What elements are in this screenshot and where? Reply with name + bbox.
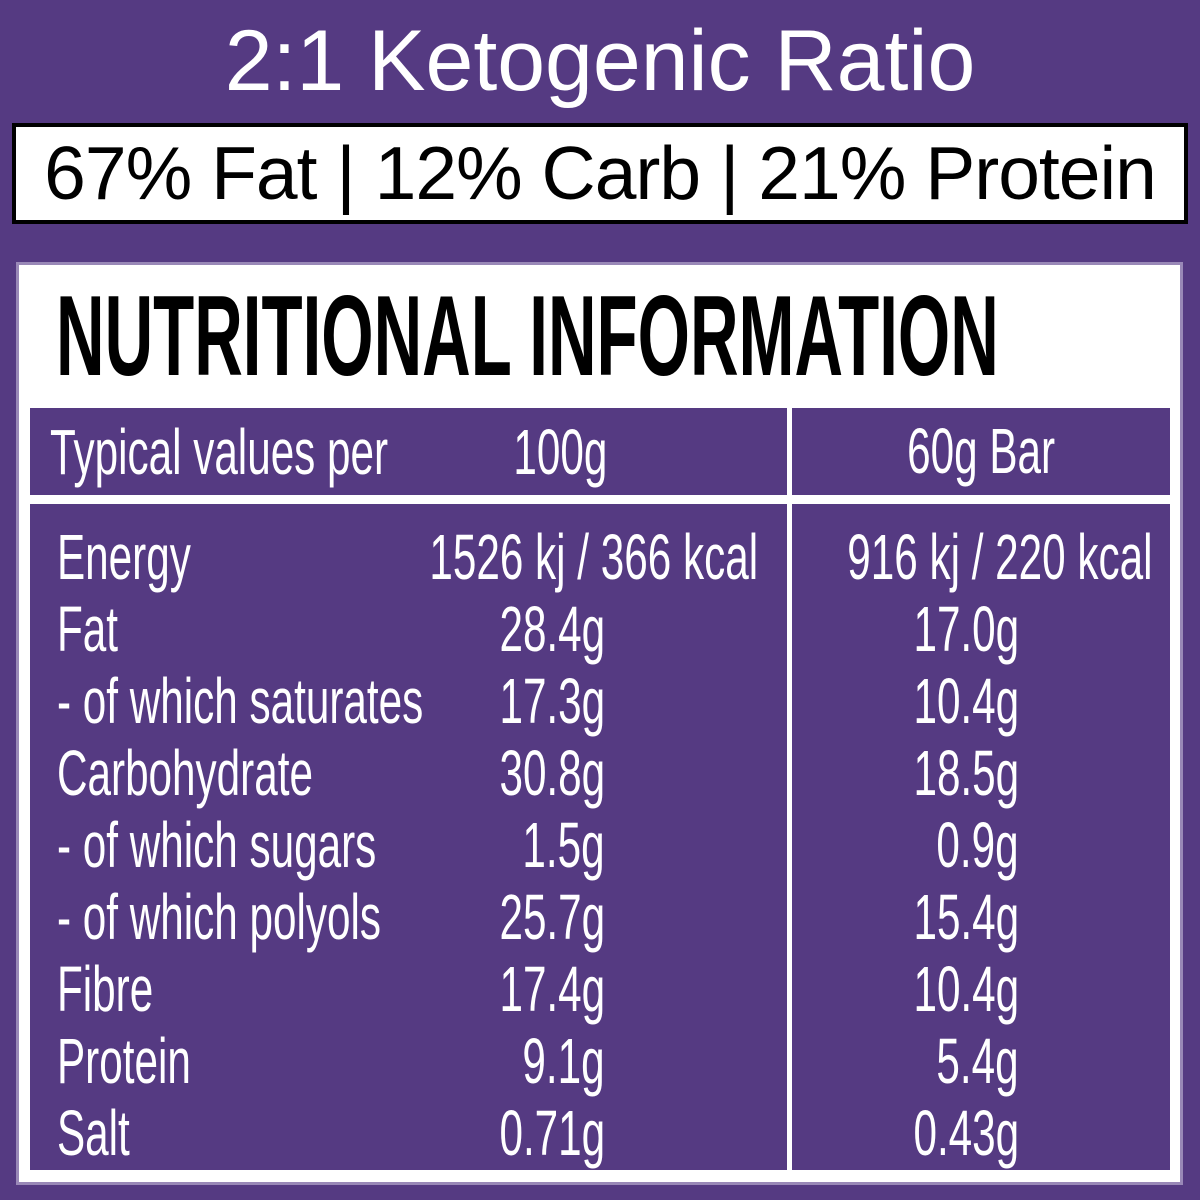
table-row: Fat 28.4g — [30, 593, 787, 665]
row-label: - of which saturates — [57, 665, 424, 737]
panel-heading: NUTRITIONAL INFORMATION — [30, 265, 1170, 408]
header-body-gap — [30, 495, 787, 504]
header-100g-cell: Typical values per 100g — [30, 408, 787, 495]
table-row: Fibre 17.4g — [30, 953, 787, 1025]
nutrition-panel: NUTRITIONAL INFORMATION Typical values p… — [19, 265, 1180, 1182]
table-row: - of which saturates 17.3g — [30, 665, 787, 737]
row-value-per-bar: 10.4g — [913, 953, 1019, 1025]
table-row: 18.5g — [792, 737, 1170, 809]
table-row: 916 kj / 220 kcal — [792, 521, 1170, 593]
column-per-bar: 60g Bar 916 kj / 220 kcal 17.0g 10.4g 18… — [792, 408, 1170, 1170]
row-label: - of which sugars — [57, 809, 377, 881]
row-value-per-bar: 15.4g — [913, 881, 1019, 953]
table-row: Energy 1526 kj / 366 kcal — [30, 521, 787, 593]
row-label: Fat — [57, 593, 119, 665]
header-label: Typical values per — [50, 415, 389, 488]
header-60g-bar: 60g Bar — [907, 415, 1055, 487]
row-value-per-100g: 1.5g — [522, 809, 605, 881]
table-row: Salt 0.71g — [30, 1097, 787, 1169]
body-per-bar: 916 kj / 220 kcal 17.0g 10.4g 18.5g 0.9g… — [792, 504, 1170, 1170]
header-100g: 100g — [513, 415, 607, 488]
nutrition-table: Typical values per 100g Energy 1526 kj /… — [30, 408, 1170, 1170]
row-value-per-100g: 28.4g — [499, 593, 605, 665]
row-value-per-100g: 30.8g — [499, 737, 605, 809]
table-row: 0.43g — [792, 1097, 1170, 1169]
table-row: 17.0g — [792, 593, 1170, 665]
row-label: Salt — [57, 1097, 130, 1169]
row-value-per-bar: 0.43g — [913, 1097, 1019, 1169]
column-per-100g: Typical values per 100g Energy 1526 kj /… — [30, 408, 787, 1170]
table-row: 0.9g — [792, 809, 1170, 881]
row-value-per-100g: 0.71g — [499, 1097, 605, 1169]
row-label: Carbohydrate — [57, 737, 313, 809]
row-value-per-bar: 916 kj / 220 kcal — [846, 521, 1152, 593]
row-value-per-100g: 1526 kj / 366 kcal — [429, 521, 758, 593]
table-row: - of which polyols 25.7g — [30, 881, 787, 953]
row-value-per-100g: 17.3g — [499, 665, 605, 737]
row-label: Energy — [57, 521, 191, 593]
row-value-per-bar: 17.0g — [913, 593, 1019, 665]
row-label: Protein — [57, 1025, 191, 1097]
row-value-per-bar: 18.5g — [913, 737, 1019, 809]
table-row: 10.4g — [792, 665, 1170, 737]
table-row: 15.4g — [792, 881, 1170, 953]
column-divider — [787, 408, 792, 1170]
panel-heading-text: NUTRITIONAL INFORMATION — [56, 273, 999, 400]
header-60g-bar-cell: 60g Bar — [792, 408, 1170, 495]
macro-summary-box: 67% Fat | 12% Carb | 21% Protein — [12, 123, 1188, 224]
row-value-per-100g: 9.1g — [522, 1025, 605, 1097]
table-row: Carbohydrate 30.8g — [30, 737, 787, 809]
table-row: 5.4g — [792, 1025, 1170, 1097]
header-body-gap — [792, 495, 1170, 504]
row-value-per-100g: 25.7g — [499, 881, 605, 953]
row-value-per-bar: 10.4g — [913, 665, 1019, 737]
table-row: 10.4g — [792, 953, 1170, 1025]
row-label: Fibre — [57, 953, 154, 1025]
row-value-per-100g: 17.4g — [499, 953, 605, 1025]
row-value-per-bar: 5.4g — [936, 1025, 1019, 1097]
row-label: - of which polyols — [57, 881, 381, 953]
macro-summary-text: 67% Fat | 12% Carb | 21% Protein — [44, 131, 1157, 215]
body-per-100g: Energy 1526 kj / 366 kcal Fat 28.4g - of… — [30, 504, 787, 1170]
page-title: 2:1 Ketogenic Ratio — [224, 13, 976, 109]
table-row: Protein 9.1g — [30, 1025, 787, 1097]
row-value-per-bar: 0.9g — [936, 809, 1019, 881]
table-row: - of which sugars 1.5g — [30, 809, 787, 881]
